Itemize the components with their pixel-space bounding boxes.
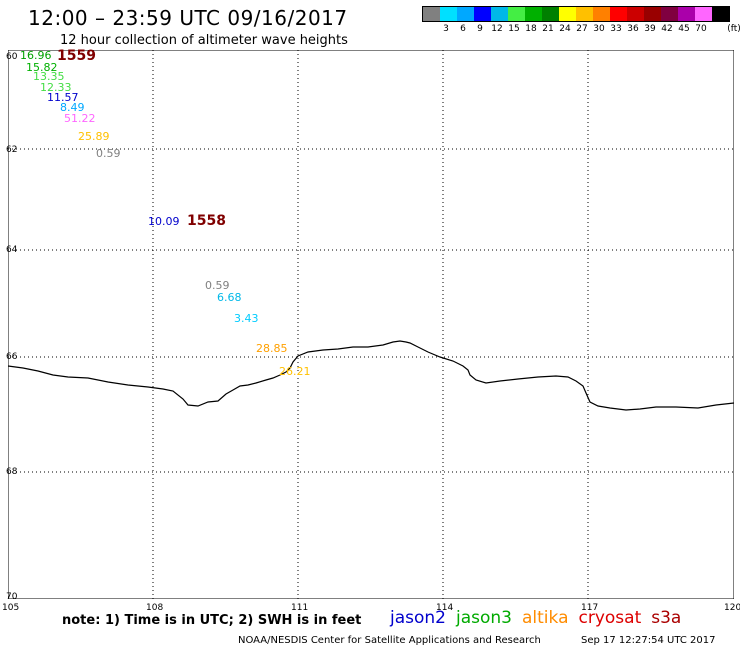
map-area[interactable] [8,50,734,599]
page-subtitle: 12 hour collection of altimeter wave hei… [60,33,348,48]
lon-label: 111 [291,603,309,613]
legend-swatch [508,7,525,21]
coastline [8,340,734,411]
legend-bin-label: 36 [627,24,639,34]
legend-bin-label: 24 [559,24,571,34]
wave-height-observation: 8.49 [60,101,85,114]
wave-height-observation: 0.59 [96,147,121,160]
legend-bin-label: 15 [508,24,520,34]
satellite-name: jason2 [390,608,446,628]
page-title: 12:00 – 23:59 UTC 09/16/2017 [28,6,348,30]
legend-labels: 3 6 9 12 15 18 21 24 27 30 33 36 39 42 45 70 (ft) [422,24,740,36]
satellite-name: altika [522,608,569,628]
legend-swatch [440,7,457,21]
legend-bin-label: 3 [443,24,449,34]
legend-bin-label: 39 [644,24,656,34]
legend-swatch [678,7,695,21]
wave-height-legend: 3 6 9 12 15 18 21 24 27 30 33 36 39 42 45 70 (ft) [422,6,740,36]
satellite-name: s3a [651,608,682,628]
legend-bin-label: 9 [477,24,483,34]
legend-swatch [474,7,491,21]
lon-label: 120 [724,603,740,613]
observation-id-label: 1559 [57,48,96,64]
legend-bin-label: 30 [593,24,605,34]
wave-height-observation: 13.35 [33,70,65,83]
legend-swatch [593,7,610,21]
wave-height-observation: 15.82 [26,61,58,74]
satellite-legend: jason2 jason3 altika cryosat s3a [390,608,691,628]
footer-note: note: 1) Time is in UTC; 2) SWH is in fe… [62,613,362,628]
satellite-name: jason3 [456,608,512,628]
wave-height-observation: 16.96 [20,49,52,62]
wave-height-observation: 11.57 [47,91,79,104]
wave-height-observation: 28.85 [256,342,288,355]
lat-label: 62 [6,145,18,155]
lon-label: 117 [581,603,599,613]
legend-bin-label: 33 [610,24,622,34]
lat-label: 70 [6,592,18,602]
observation-id-label: 1558 [187,213,226,229]
legend-swatch [644,7,661,21]
lon-label: 108 [146,603,164,613]
lat-label: 60 [6,52,18,62]
wave-height-observation: 0.59 [205,279,230,292]
wave-height-observation: 10.09 [148,215,180,228]
legend-color-bar [422,6,730,22]
legend-swatch [525,7,542,21]
legend-bin-label: 6 [460,24,466,34]
legend-swatch [712,7,729,21]
graticule [8,50,734,599]
map-svg [8,50,734,599]
legend-swatch [423,7,440,21]
lat-label: 64 [6,245,18,255]
wave-height-observation: 3.43 [234,312,259,325]
legend-bin-label: 18 [525,24,537,34]
legend-unit-label: (ft) [727,24,740,34]
lat-label: 68 [6,467,18,477]
generated-timestamp: Sep 17 12:27:54 UTC 2017 [581,635,716,646]
legend-swatch [695,7,712,21]
legend-bin-label: 45 [678,24,690,34]
legend-bin-label: 42 [661,24,673,34]
legend-swatch [491,7,508,21]
wave-height-observation: 26.21 [279,365,311,378]
satellite-name: cryosat [578,608,642,628]
legend-bin-label: 12 [491,24,503,34]
lon-label: 105 [2,603,20,613]
legend-swatch [610,7,627,21]
wave-height-observation: 25.89 [78,130,110,143]
legend-swatch [559,7,576,21]
legend-swatch [576,7,593,21]
legend-swatch [661,7,678,21]
legend-swatch [457,7,474,21]
map-frame [8,50,734,599]
wave-height-observation: 51.22 [64,112,96,125]
legend-bin-label: 27 [576,24,588,34]
legend-swatch [542,7,559,21]
lat-label: 66 [6,352,18,362]
credit-text: NOAA/NESDIS Center for Satellite Applica… [238,635,541,646]
legend-bin-label: 70 [695,24,707,34]
wave-height-observation: 12.33 [40,81,72,94]
legend-bin-label: 21 [542,24,554,34]
legend-swatch [627,7,644,21]
wave-height-observation: 6.68 [217,291,242,304]
lon-label: 114 [436,603,454,613]
